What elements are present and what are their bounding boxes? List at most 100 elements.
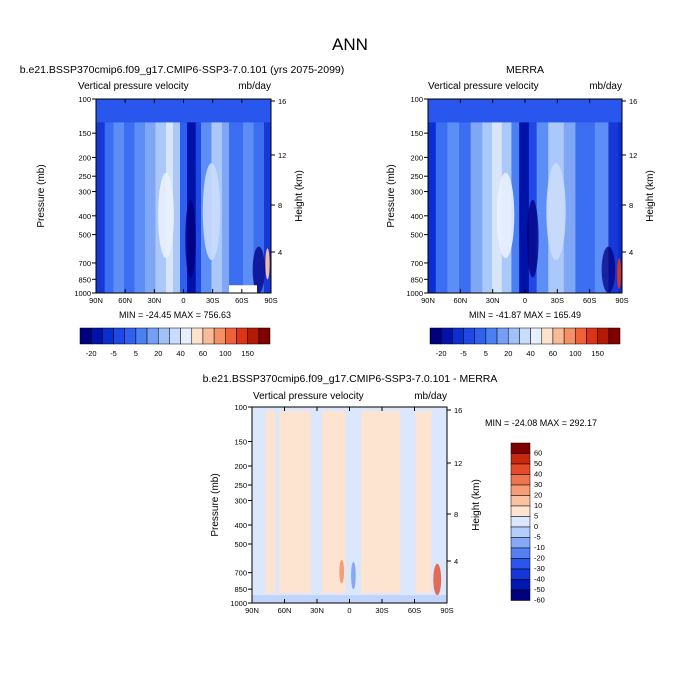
colorbar-label: 5 [534, 512, 538, 521]
contour-blob [433, 563, 442, 596]
colorbar-swatch [258, 327, 271, 345]
colorbar-label: 20 [504, 349, 512, 358]
y-tick-label-right: 16 [278, 97, 286, 106]
contour-band [96, 122, 106, 293]
x-tick-label: 90N [421, 296, 435, 305]
colorbar-label: 50 [534, 459, 542, 468]
y-tick-label: 100 [234, 403, 247, 412]
y-tick-label: 250 [410, 172, 423, 181]
contour-blob [202, 163, 221, 261]
y-tick-label-right: 8 [454, 510, 458, 519]
x-tick-label: 60N [118, 296, 132, 305]
colorbar-swatch [191, 327, 204, 345]
colorbar-swatch [440, 327, 453, 345]
colorbar-label: -40 [534, 575, 545, 584]
page-title: ANN [332, 35, 368, 54]
colorbar-label: 5 [134, 349, 138, 358]
y-axis-label-right: Height (km) [645, 170, 656, 222]
colorbar-label: -20 [534, 554, 545, 563]
colorbar-swatch [510, 495, 531, 507]
colorbar-swatch [429, 327, 442, 345]
contour-band [511, 122, 520, 293]
contour-band [563, 122, 576, 293]
panel-label: Vertical pressure velocity [428, 81, 539, 92]
colorbar-swatch [586, 327, 598, 345]
colorbar-swatch [510, 474, 531, 486]
contour-band [243, 122, 254, 293]
colorbar-label: 150 [591, 349, 604, 358]
colorbar-swatch [202, 327, 215, 345]
contour-band [361, 410, 401, 594]
y-tick-label: 850 [78, 275, 91, 284]
x-tick-label: 90S [440, 606, 453, 615]
colorbar-swatch [135, 327, 148, 345]
contour-band [428, 122, 437, 293]
panel-title: MERRA [506, 64, 544, 76]
colorbar-label: 0 [534, 522, 538, 531]
y-tick-label-right: 4 [454, 557, 458, 566]
colorbar-swatch [225, 327, 237, 345]
colorbar-swatch [463, 327, 475, 345]
y-tick-label: 150 [78, 129, 91, 138]
colorbar-swatch [146, 327, 159, 345]
colorbar-swatch [597, 327, 610, 345]
colorbar-swatch [510, 579, 531, 591]
x-tick-label: 90S [615, 296, 628, 305]
x-tick-label: 90N [245, 606, 259, 615]
y-tick-label: 500 [234, 540, 247, 549]
y-tick-label: 150 [410, 129, 423, 138]
colorbar-swatch [102, 327, 114, 345]
y-tick-label: 250 [78, 172, 91, 181]
colorbar-label: 10 [534, 501, 542, 510]
y-tick-label-right: 16 [629, 97, 637, 106]
colorbar-label: -10 [534, 543, 545, 552]
colorbar-swatch [113, 327, 125, 345]
colorbar-swatch [510, 463, 531, 475]
y-tick-label-right: 12 [278, 151, 286, 160]
x-tick-label: 30S [206, 296, 219, 305]
contour-blob [526, 199, 539, 278]
units-label: mb/day [414, 391, 447, 402]
y-tick-label: 100 [410, 95, 423, 104]
panel-merra: MERRA Vertical pressure velocity mb/day … [386, 64, 656, 358]
colorbar-label: 20 [534, 491, 542, 500]
colorbar-swatch [563, 327, 576, 345]
y-tick-label: 400 [234, 521, 247, 530]
colorbar-label: 100 [219, 349, 232, 358]
colorbar-label: -5 [460, 349, 467, 358]
colorbar-label: -20 [86, 349, 97, 358]
y-tick-label-right: 4 [278, 248, 282, 257]
contour-band [279, 410, 311, 594]
y-tick-label: 100 [78, 95, 91, 104]
colorbar-swatch [608, 327, 621, 345]
colorbar-swatch [79, 327, 92, 345]
colorbar-swatch [530, 327, 543, 345]
min-max-stats: MIN = -41.87 MAX = 165.49 [469, 310, 581, 320]
axes-difference: 90N 60N 30N 0 30S 60S 90S 100 150 200 250 300 400 500… [230, 403, 462, 615]
units-label: mb/day [589, 81, 622, 92]
colorbar-label: 60 [549, 349, 557, 358]
contour-band [145, 122, 156, 293]
colorbar-swatch [510, 453, 531, 465]
y-tick-label-right: 8 [629, 201, 633, 210]
y-tick-label: 500 [78, 231, 91, 240]
colorbar-merra: -20 -5 5 20 40 60 100 150 [429, 327, 621, 358]
panel-model: b.e21.BSSP370cmip6.f09_g17.CMIP6-SSP3-7.… [20, 64, 345, 358]
field-merra [428, 99, 623, 293]
x-tick-label: 30S [551, 296, 564, 305]
colorbar-swatch [510, 537, 531, 549]
colorbar-swatch [510, 589, 531, 601]
contour-band [253, 122, 265, 293]
y-tick-label: 300 [78, 188, 91, 197]
panel-title: b.e21.BSSP370cmip6.f09_g17.CMIP6-SSP3-7.… [20, 64, 345, 76]
colorbar-swatch [213, 327, 226, 345]
colorbar-swatch [510, 526, 531, 538]
x-tick-label: 60N [453, 296, 467, 305]
contour-band [195, 122, 202, 293]
x-tick-label: 60N [278, 606, 292, 615]
colorbar-swatch [519, 327, 531, 345]
colorbar-swatch [474, 327, 487, 345]
colorbar-label: 30 [534, 480, 542, 489]
contour-band [265, 410, 276, 594]
